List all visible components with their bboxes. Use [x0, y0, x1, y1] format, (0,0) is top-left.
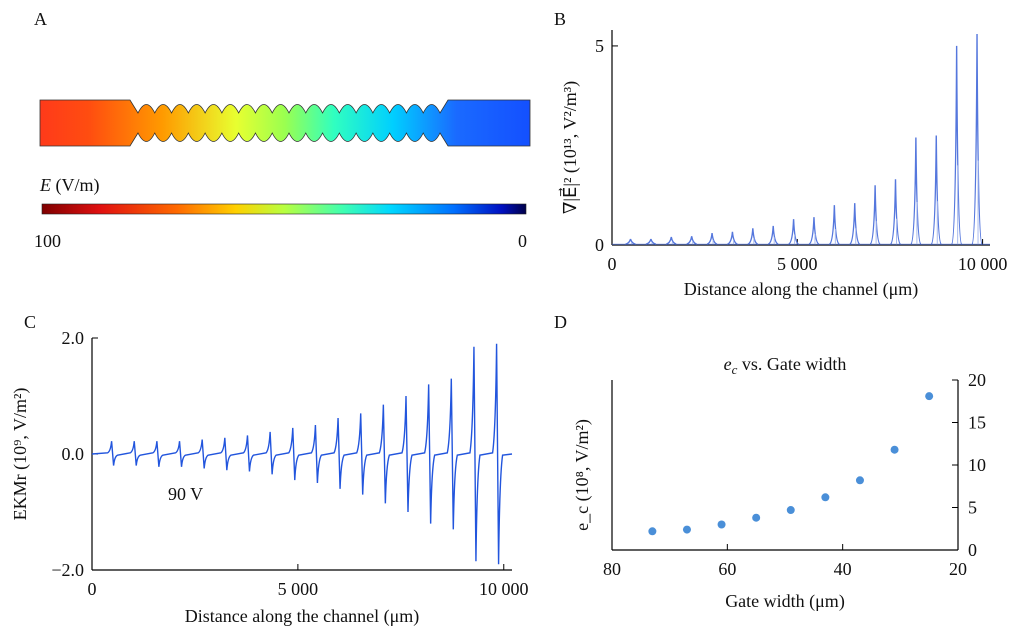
chart-b: 0 5 0 5 000 10 000 Distance along the channel… [559, 30, 1008, 300]
y-tick-label: 0 [595, 235, 604, 255]
series-peak [727, 232, 737, 244]
data-point [787, 506, 795, 514]
panel-label-b: B [554, 9, 566, 29]
series-peak [891, 179, 901, 244]
chart-d: ec vs. Gate width 0 5 10 15 20 80 60 40 20 Gate wi… [572, 354, 986, 612]
series-peak [626, 239, 636, 244]
series-peak [952, 46, 962, 244]
colorbar: E (V/m) 100 0 [34, 175, 527, 251]
colorbar-gradient [42, 204, 526, 214]
x-tick-label: 5 000 [777, 254, 818, 274]
y-axis-label: e_c (10⁸, V/m²) [572, 419, 593, 531]
y-tick-label: 5 [968, 498, 977, 518]
y-tick-label: 10 [968, 455, 986, 475]
series-line [92, 344, 512, 564]
x-axis-label: Gate width (μm) [725, 591, 845, 612]
data-point [752, 514, 760, 522]
chart-title: ec vs. Gate width [724, 354, 847, 377]
y-axis-label: ∇|E⃗|² (10¹³, V²/m³) [559, 81, 581, 214]
series-peak [646, 239, 656, 244]
x-tick-label: 40 [834, 559, 852, 579]
panel-label-d: D [554, 312, 567, 332]
data-point [891, 446, 899, 454]
panel-label-a: A [34, 9, 47, 29]
x-tick-label: 0 [608, 254, 617, 274]
channel-diagram [40, 100, 530, 146]
x-tick-label: 10 000 [958, 254, 1008, 274]
series-peak [829, 205, 839, 244]
y-tick-label: 0 [968, 540, 977, 560]
series-peak [911, 138, 921, 245]
chart-c: 2.0 0.0 −2.00 5 000 10 000 Distance along the… [10, 328, 529, 627]
x-tick-label: 60 [718, 559, 736, 579]
x-tick-label: 5 000 [278, 579, 319, 599]
series-peak [768, 226, 778, 244]
colorbar-label: E (V/m) [39, 175, 100, 196]
series-peak [870, 185, 880, 244]
panel-label-c: C [24, 312, 36, 332]
series-peak [707, 233, 717, 244]
voltage-annotation: 90 V [168, 484, 203, 504]
series-peak [850, 203, 860, 244]
x-axis-label: Distance along the channel (μm) [684, 279, 919, 300]
series-peak [666, 237, 676, 244]
y-tick-label: 2.0 [62, 328, 85, 348]
data-point [683, 526, 691, 534]
series-peak [972, 34, 982, 244]
series-peak [931, 136, 941, 245]
data-point [718, 521, 726, 529]
x-tick-label: 20 [949, 559, 967, 579]
x-axis-label: Distance along the channel (μm) [185, 606, 420, 627]
series-peak [809, 217, 819, 244]
y-tick-label: 5 [595, 36, 604, 56]
y-tick-label: 15 [968, 413, 986, 433]
data-point [925, 392, 933, 400]
data-point [821, 493, 829, 501]
y-tick-label: 20 [968, 370, 986, 390]
y-tick-label: 0.0 [62, 444, 85, 464]
channel-shape [40, 100, 530, 146]
data-point [648, 527, 656, 535]
series-peak [687, 236, 697, 244]
y-tick-label: −2.0 [51, 560, 84, 580]
data-point [856, 476, 864, 484]
x-tick-label: 0 [88, 579, 97, 599]
x-tick-label: 80 [603, 559, 621, 579]
colorbar-max-label: 100 [34, 231, 61, 251]
series-peak [748, 228, 758, 244]
x-tick-label: 10 000 [479, 579, 529, 599]
colorbar-min-label: 0 [518, 231, 527, 251]
y-axis-label: EKMr (10⁹, V/m²) [10, 388, 31, 521]
